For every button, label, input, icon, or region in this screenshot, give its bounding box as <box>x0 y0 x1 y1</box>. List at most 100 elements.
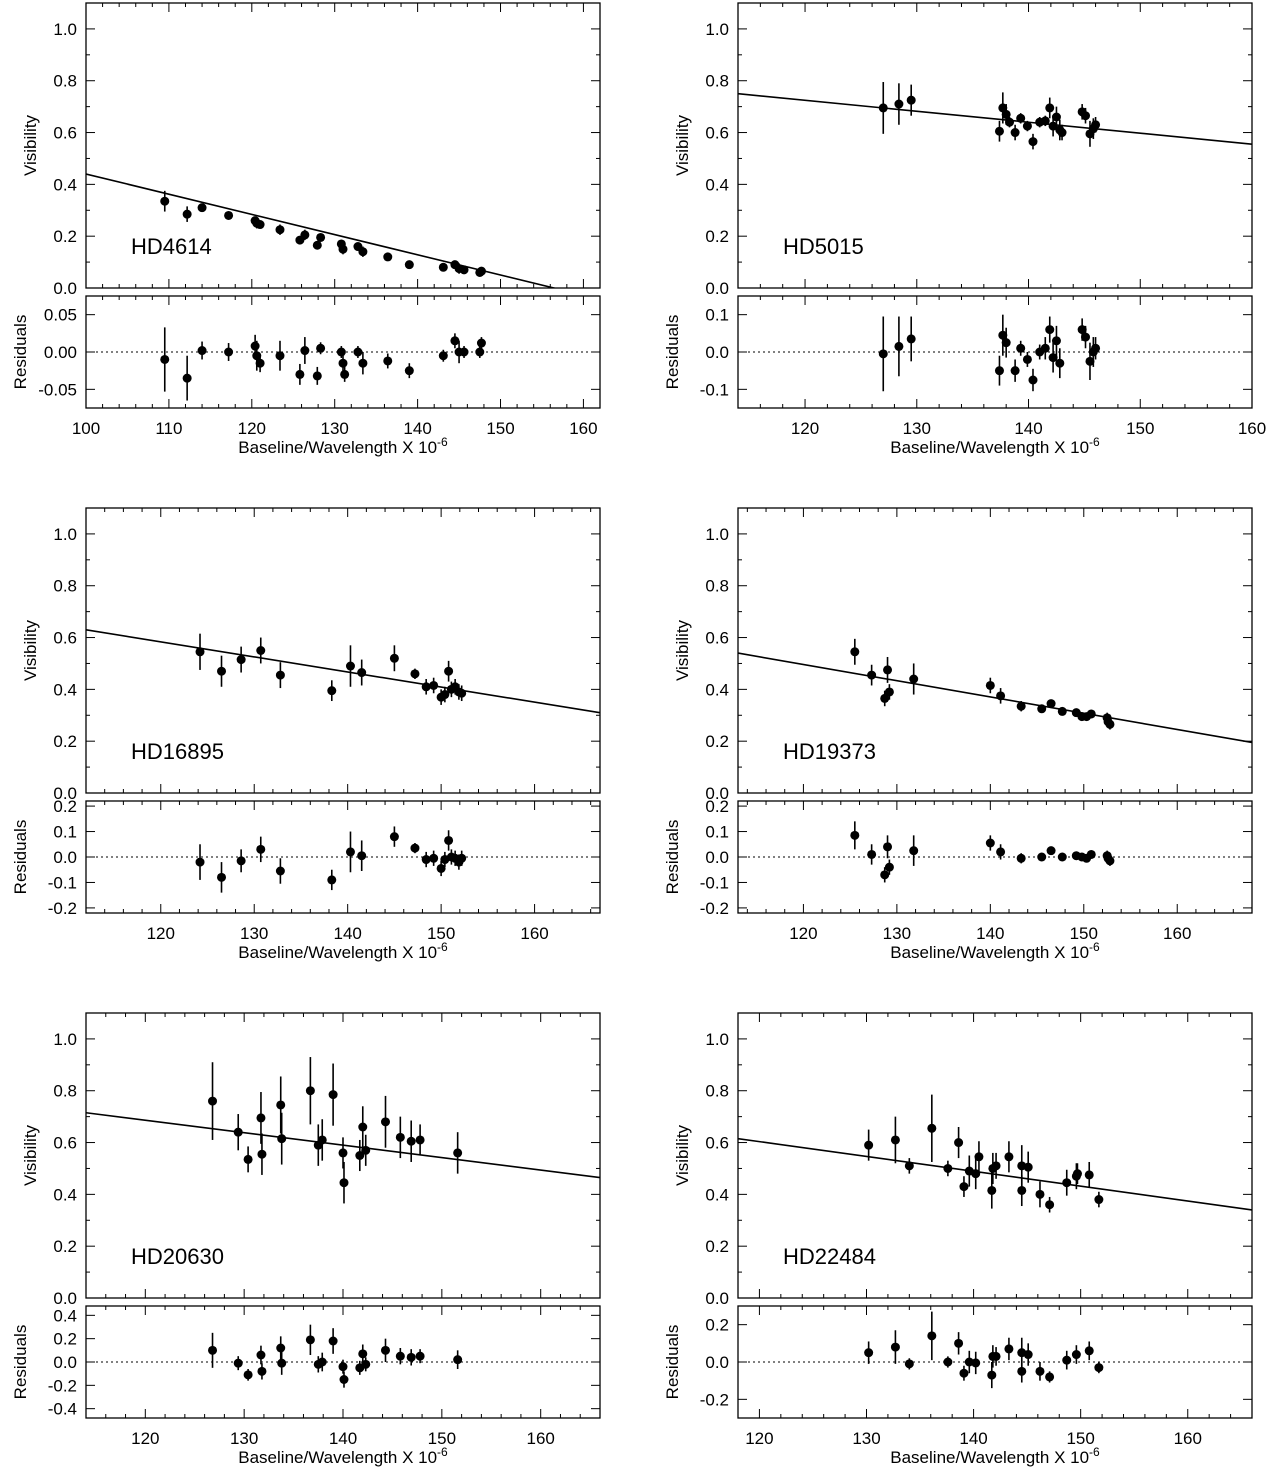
residual-point <box>475 347 485 357</box>
visibility-point <box>894 99 904 109</box>
visibility-point <box>880 693 890 703</box>
visibility-point <box>440 690 450 700</box>
visibility-point <box>890 1135 900 1145</box>
residual-point <box>1081 332 1091 342</box>
visibility-point <box>996 691 1006 701</box>
y-tick-label: 0.6 <box>705 124 729 143</box>
visibility-point <box>476 266 486 276</box>
residual-point <box>890 1342 900 1352</box>
residual-point <box>300 346 310 356</box>
residual-point <box>450 336 460 346</box>
x-tick-label: 130 <box>321 419 349 438</box>
residual-point <box>1004 1344 1014 1354</box>
x-tick-label: 120 <box>131 1429 159 1448</box>
y-tick-label: 0.0 <box>705 784 729 803</box>
residual-tick-label: -0.4 <box>48 1400 77 1419</box>
visibility-point <box>345 661 355 671</box>
x-tick-label: 150 <box>427 924 455 943</box>
visibility-point <box>383 252 393 262</box>
visibility-point <box>316 232 326 242</box>
visibility-point <box>217 666 227 676</box>
residuals-axis-title: Residuals <box>11 820 30 895</box>
residual-point <box>160 354 170 364</box>
residual-point <box>438 351 448 361</box>
residual-point <box>909 846 919 856</box>
residual-point <box>195 857 205 867</box>
residual-point <box>243 1370 253 1380</box>
residual-point <box>208 1345 218 1355</box>
residual-point <box>943 1357 953 1367</box>
residual-tick-label: 0.2 <box>705 797 729 816</box>
residual-point <box>256 844 266 854</box>
residual-point <box>252 351 262 361</box>
visibility-point <box>182 209 192 219</box>
y-axis-title: Visibility <box>673 619 692 681</box>
residuals-axis-title: Residuals <box>663 315 682 390</box>
visibility-point <box>404 260 414 270</box>
x-axis-title: Baseline/Wavelength X 10-6 <box>890 1445 1100 1467</box>
visibility-point <box>256 1113 266 1123</box>
y-axis-title: Visibility <box>21 114 40 176</box>
residual-point <box>453 1355 463 1365</box>
residual-tick-label: -0.2 <box>48 899 77 918</box>
residual-point <box>357 851 367 861</box>
residual-point <box>994 366 1004 376</box>
visibility-point <box>305 1086 315 1096</box>
x-axis-title-exponent: -6 <box>437 1445 448 1459</box>
x-tick-label: 120 <box>791 419 819 438</box>
y-tick-label: 0.8 <box>53 577 77 596</box>
visibility-point <box>208 1096 218 1106</box>
visibility-point <box>444 666 454 676</box>
residual-point <box>277 1358 287 1368</box>
y-tick-label: 0.0 <box>53 279 77 298</box>
residual-point <box>436 863 446 873</box>
visibility-point <box>338 244 348 254</box>
panel-hd20630: 120 130 140 150 160 0.0 0.2 0.4 0.6 0.8 1.0 0.4 0.2 0… <box>11 1012 601 1467</box>
y-tick-label: 1.0 <box>705 1030 729 1049</box>
panel-hd19373: 120 130 140 150 1600.00.20.40.60.81.00.20.10… <box>663 507 1253 962</box>
residuals-axis-title: Residuals <box>663 820 682 895</box>
y-tick-label: 1.0 <box>705 525 729 544</box>
visibility-point <box>1045 1200 1055 1210</box>
x-tick-label: 120 <box>147 924 175 943</box>
panel-hd16895: 120 130 140 150 1600.00.20.40.60.81.00.20.10… <box>11 507 601 962</box>
visibility-point <box>410 669 420 679</box>
residual-tick-label: 0.0 <box>705 848 729 867</box>
visibility-point <box>457 688 467 698</box>
star-label: HD20630 <box>131 1244 224 1269</box>
residual-point <box>275 351 285 361</box>
residual-point <box>415 1351 425 1361</box>
x-tick-label: 130 <box>240 924 268 943</box>
visibility-plot-frame <box>737 2 1253 289</box>
y-tick-label: 1.0 <box>53 1030 77 1049</box>
residual-point <box>339 1375 349 1384</box>
residual-point <box>338 1362 348 1372</box>
y-tick-label: 0.0 <box>705 279 729 298</box>
visibility-point <box>1081 111 1091 121</box>
residual-point <box>1071 1350 1081 1360</box>
x-tick-label: 110 <box>155 419 182 438</box>
x-tick-label: 160 <box>1238 419 1266 438</box>
x-tick-label: 140 <box>959 1429 987 1448</box>
x-tick-label: 140 <box>333 924 361 943</box>
visibility-point <box>233 1127 243 1137</box>
residual-point <box>954 1338 964 1348</box>
residual-tick-label: 0.4 <box>53 1306 77 1325</box>
y-tick-label: 0.4 <box>53 1185 77 1204</box>
visibility-point <box>1028 137 1038 147</box>
residual-point <box>476 338 486 348</box>
residuals-axis-title: Residuals <box>663 1325 682 1400</box>
visibility-point <box>277 1134 287 1144</box>
visibility-point <box>1023 1162 1033 1172</box>
residual-point <box>1022 354 1032 364</box>
visibility-point <box>884 687 894 697</box>
visibility-point <box>959 1182 969 1192</box>
y-tick-label: 0.2 <box>705 227 729 246</box>
visibility-point <box>1057 128 1067 138</box>
residual-point <box>987 1370 997 1380</box>
visibility-point <box>1022 121 1032 131</box>
visibility-point <box>406 1136 416 1146</box>
residual-point <box>850 830 860 840</box>
y-tick-label: 0.8 <box>705 1082 729 1101</box>
visibility-point <box>357 668 367 678</box>
